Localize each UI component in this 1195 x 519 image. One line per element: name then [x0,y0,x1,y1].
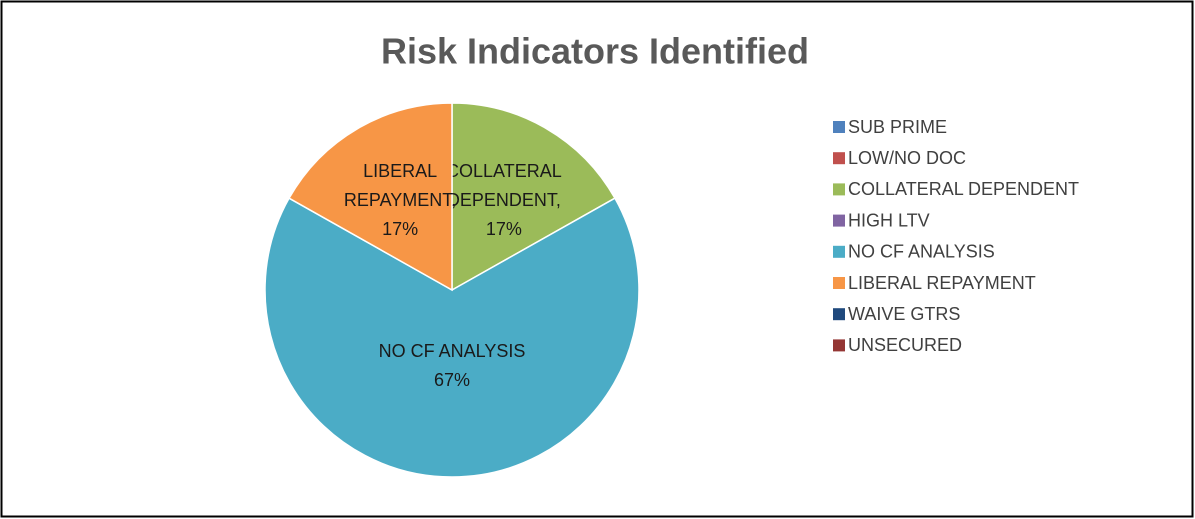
legend-label: HIGH LTV [848,210,930,230]
legend-label: NO CF ANALYSIS [848,242,995,262]
data-label: NO CF ANALYSIS 67% [379,341,526,390]
legend-swatch [833,339,845,352]
legend-swatch [833,277,845,289]
legend-swatch [833,183,845,196]
pie-slice [288,102,453,292]
legend-swatch [833,214,845,227]
legend-label: UNSECURED [848,335,962,355]
data-label-line: NO CF ANALYSIS [379,341,526,361]
data-label-line: REPAYMENT, [344,190,456,210]
legend-label: COLLATERAL DEPENDENT [848,179,1079,199]
data-label: LIBERAL REPAYMENT, 17% [344,161,456,239]
data-label-line: 17% [486,219,522,239]
legend-swatch [833,308,845,321]
legend-label: LIBERAL REPAYMENT [848,273,1036,293]
chart-title: Risk Indicators Identified [381,31,809,72]
pie-slice [451,102,616,292]
data-label-line: 67% [434,370,470,390]
pie-slice [264,197,640,478]
legend-label: SUB PRIME [848,117,947,137]
data-label-line: LIBERAL [363,161,437,181]
data-label-line: COLLATERAL [446,161,562,181]
data-label-line: DEPENDENT, [447,190,561,210]
legend-swatch [833,121,845,133]
legend-label: WAIVE GTRS [848,304,960,324]
legend-swatch [833,245,845,258]
legend-swatch [833,152,845,165]
data-label-line: 17% [382,219,418,239]
legend-label: LOW/NO DOC [848,148,966,168]
data-label: COLLATERAL DEPENDENT, 17% [446,161,562,239]
